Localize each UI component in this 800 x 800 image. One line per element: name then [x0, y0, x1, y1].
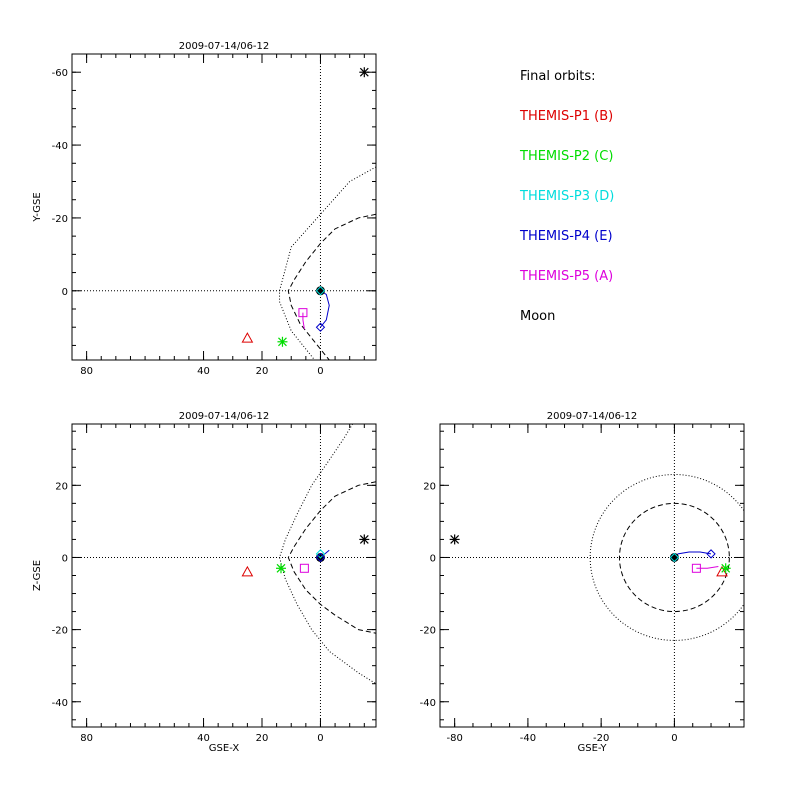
plot-frame [71, 423, 377, 728]
legend-item: Moon [520, 309, 555, 324]
marker-p1 [241, 332, 254, 343]
y-tick-label: -20 [420, 626, 436, 637]
x-axis-label: GSE-X [209, 743, 240, 754]
x-tick-label: 80 [80, 366, 93, 377]
chart-panel-2: 80 40 20 0 -40 -20 0 20 2009-07-14/06-12 GSE-X Z-G… [32, 411, 377, 754]
x-tick-label: 40 [197, 733, 210, 744]
earth-dot [315, 286, 325, 296]
y-tick-label: -60 [52, 68, 68, 79]
marker-moon [359, 67, 370, 78]
plot-frame [71, 53, 377, 361]
y-tick-label: -20 [52, 626, 68, 637]
orbit-track-p4 [320, 290, 330, 328]
orbit-track-p5 [696, 565, 719, 569]
legend: Final orbits: THEMIS-P1 (B) THEMIS-P2 (C) T… [519, 69, 614, 324]
chart-panel-3: -80 -40 -20 0 -40 -20 0 20 2009-07-14/06-12 GSE-Y [420, 411, 745, 754]
marker-p2 [277, 336, 288, 347]
earth-dot [669, 552, 679, 562]
y-tick-label: -20 [52, 214, 68, 225]
marker-p5 [691, 563, 701, 573]
y-tick-label: 20 [55, 481, 68, 492]
y-tick-label: 0 [62, 287, 68, 298]
marker-p2 [276, 563, 286, 574]
marker-p4 [315, 552, 326, 563]
y-tick-label: -40 [420, 698, 436, 709]
y-tick-label: -40 [52, 141, 68, 152]
plot-area [440, 424, 744, 727]
y-tick-label: 0 [62, 553, 68, 564]
legend-title: Final orbits: [520, 69, 596, 84]
bow-shock-line [279, 424, 376, 685]
chart-title: 2009-07-14/06-12 [547, 411, 638, 422]
y-axis-label: Z-GSE [32, 560, 43, 591]
plot-frame [439, 423, 745, 728]
marker-p3 [315, 549, 326, 559]
magnetopause-circle [618, 502, 730, 613]
marker-p5 [299, 563, 309, 573]
x-tick-label: 40 [197, 366, 210, 377]
x-tick-label: 20 [256, 366, 269, 377]
x-tick-label: 80 [80, 733, 93, 744]
chart-title: 2009-07-14/06-12 [179, 41, 270, 52]
x-tick-label: 20 [256, 733, 269, 744]
marker-p4 [706, 549, 716, 559]
x-tick-label: -80 [446, 733, 462, 744]
legend-item: THEMIS-P4 (E) [519, 229, 613, 244]
y-tick-label: -40 [52, 698, 68, 709]
y-tick-label: 0 [430, 553, 436, 564]
chart-panel-1: 80 40 20 0 -60 -40 -20 0 2009-07-14/06-12 Y-GSE [32, 41, 377, 377]
y-axis-label: Y-GSE [32, 192, 43, 222]
x-tick-label: 0 [317, 733, 323, 744]
x-axis-label: GSE-Y [578, 743, 608, 754]
y-tick-label: 20 [423, 481, 436, 492]
legend-item: THEMIS-P5 (A) [519, 269, 613, 284]
orbit-track-p4 [674, 551, 712, 558]
legend-item: THEMIS-P2 (C) [519, 149, 613, 164]
bow-shock-line [279, 166, 376, 360]
marker-moon [449, 534, 460, 545]
x-tick-label: 0 [317, 366, 323, 377]
bow-shock-circle [589, 474, 744, 641]
marker-p1 [241, 565, 254, 577]
x-tick-label: -20 [593, 733, 609, 744]
marker-p4 [315, 322, 326, 332]
plot-area [72, 424, 376, 727]
magnetopause-line [287, 213, 376, 360]
plot-area [72, 54, 376, 360]
marker-p3 [315, 286, 326, 296]
marker-moon [359, 534, 370, 545]
legend-item: THEMIS-P1 (B) [519, 109, 613, 124]
x-tick-label: -40 [520, 733, 536, 744]
orbit-track-p5 [302, 312, 305, 330]
magnetopause-line [287, 481, 376, 634]
marker-p2 [720, 563, 731, 574]
marker-p3 [669, 552, 680, 563]
x-tick-label: 0 [671, 733, 677, 744]
marker-p5 [298, 308, 308, 318]
chart-title: 2009-07-14/06-12 [179, 411, 270, 422]
marker-p1 [716, 565, 728, 577]
legend-item: THEMIS-P3 (D) [519, 189, 614, 204]
